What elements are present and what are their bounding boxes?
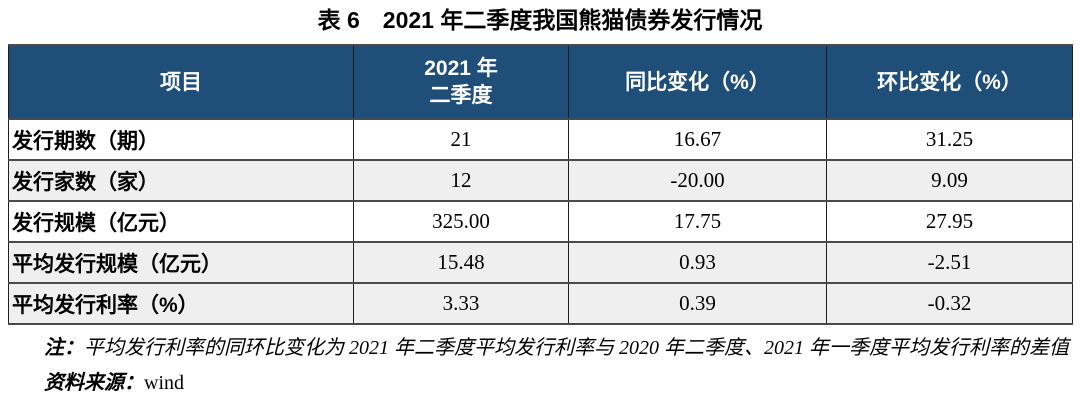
row-value-yoy: 17.75 [568,200,827,243]
panda-bond-table: 项目 2021 年 二季度 同比变化（%） 环比变化（%） 发行期数（期） 21… [8,44,1073,325]
data-source: 资料来源：wind [0,369,1076,397]
row-value-2021q2: 325.00 [353,200,569,243]
row-label: 发行期数（期） [8,118,354,161]
row-value-yoy: 0.39 [568,282,827,325]
row-value-2021q2: 3.33 [353,282,569,325]
header-cell-qoq: 环比变化（%） [826,44,1073,120]
table-row-avg-scale: 平均发行规模（亿元） 15.48 0.93 -2.51 [8,241,1073,284]
table-header: 项目 2021 年 二季度 同比变化（%） 环比变化（%） [8,44,1073,120]
table-row-issuer-count: 发行家数（家） 12 -20.00 9.09 [8,159,1073,202]
table-row-avg-rate: 平均发行利率（%） 3.33 0.39 -0.32 [8,282,1073,325]
row-label: 平均发行利率（%） [8,282,354,325]
row-value-2021q2: 15.48 [353,241,569,284]
row-value-2021q2: 12 [353,159,569,202]
header-period-line2: 二季度 [429,84,493,107]
table-body: 发行期数（期） 21 16.67 31.25 发行家数（家） 12 -20.00… [8,118,1073,325]
row-value-2021q2: 21 [353,118,569,161]
header-cell-project: 项目 [8,44,354,120]
table-note: 注：平均发行利率的同环比变化为 2021 年二季度平均发行利率与 2020 年二… [0,334,1076,362]
row-value-qoq: 31.25 [826,118,1073,161]
row-label: 发行规模（亿元） [8,200,354,243]
row-value-yoy: -20.00 [568,159,827,202]
note-text: 平均发行利率的同环比变化为 2021 年二季度平均发行利率与 2020 年二季度… [84,337,1069,359]
table-row-issue-scale: 发行规模（亿元） 325.00 17.75 27.95 [8,200,1073,243]
table-row-issue-count: 发行期数（期） 21 16.67 31.25 [8,118,1073,161]
table-header-row: 项目 2021 年 二季度 同比变化（%） 环比变化（%） [8,44,1073,120]
source-prefix: 资料来源： [44,372,144,394]
header-cell-period: 2021 年 二季度 [353,44,569,120]
header-cell-yoy: 同比变化（%） [568,44,827,120]
row-label: 发行家数（家） [8,159,354,202]
row-value-yoy: 0.93 [568,241,827,284]
page-title: 表 6 2021 年二季度我国熊猫债券发行情况 [317,7,763,33]
header-period-line1: 2021 年 [424,57,498,80]
row-value-qoq: 9.09 [826,159,1073,202]
row-value-qoq: -0.32 [826,282,1073,325]
row-value-yoy: 16.67 [568,118,827,161]
row-label: 平均发行规模（亿元） [8,241,354,284]
source-text: wind [144,372,184,394]
row-value-qoq: -2.51 [826,241,1073,284]
row-value-qoq: 27.95 [826,200,1073,243]
footnotes: 注：平均发行利率的同环比变化为 2021 年二季度平均发行利率与 2020 年二… [0,334,1076,397]
note-prefix: 注： [44,337,84,359]
